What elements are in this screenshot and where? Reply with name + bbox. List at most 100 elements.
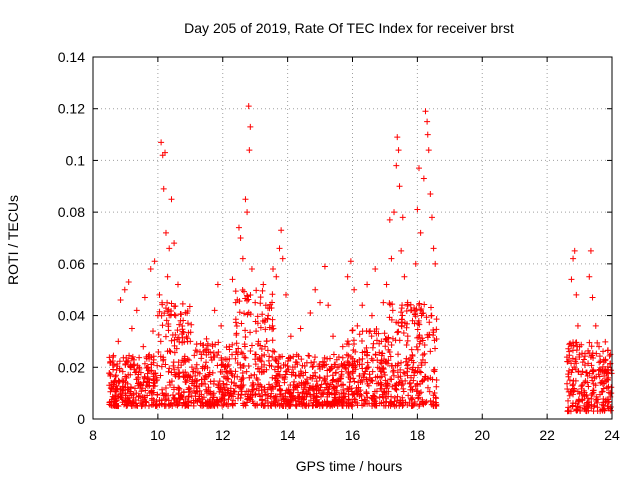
data-point <box>154 312 161 319</box>
data-point <box>220 401 227 408</box>
data-point <box>329 365 336 372</box>
data-point <box>351 341 358 348</box>
data-point <box>329 399 336 406</box>
data-point <box>269 291 276 298</box>
data-point <box>200 342 207 349</box>
data-point <box>242 196 249 203</box>
data-point <box>351 395 358 402</box>
data-point <box>168 196 175 203</box>
data-point <box>431 368 438 375</box>
data-point <box>368 377 375 384</box>
data-point <box>404 337 411 344</box>
data-point <box>173 345 180 352</box>
data-point <box>252 402 259 409</box>
data-point <box>127 390 134 397</box>
y-tick-label: 0.14 <box>58 49 85 65</box>
data-point <box>309 364 316 371</box>
data-point <box>193 378 200 385</box>
data-point <box>165 397 172 404</box>
data-point <box>182 403 189 410</box>
data-point <box>203 335 210 342</box>
data-point <box>310 363 317 370</box>
data-point <box>569 388 576 395</box>
data-point <box>150 353 157 360</box>
data-point <box>229 372 236 379</box>
data-point <box>247 292 254 299</box>
data-point <box>417 229 424 236</box>
data-point <box>157 372 164 379</box>
data-point <box>272 357 279 364</box>
data-point <box>313 392 320 399</box>
data-point <box>237 235 244 241</box>
data-point <box>236 298 243 305</box>
data-point <box>334 364 341 371</box>
data-point <box>121 286 128 293</box>
data-point <box>133 390 140 397</box>
data-point <box>137 397 144 404</box>
data-point <box>223 381 230 388</box>
data-point <box>301 400 308 407</box>
data-point <box>245 388 252 395</box>
data-point <box>399 302 406 309</box>
data-point <box>247 347 254 354</box>
data-point <box>381 389 388 396</box>
data-point <box>186 303 193 310</box>
data-point <box>168 378 175 385</box>
data-point <box>265 312 272 319</box>
data-point <box>602 366 609 373</box>
data-point <box>143 399 150 406</box>
data-point <box>155 349 162 356</box>
data-point <box>592 322 599 329</box>
data-point <box>338 390 345 397</box>
data-point <box>168 300 175 307</box>
data-point <box>283 291 290 298</box>
data-point <box>297 372 304 379</box>
data-point <box>292 359 299 366</box>
data-point <box>416 321 423 328</box>
data-point <box>194 369 201 376</box>
data-point <box>329 372 336 379</box>
data-point <box>397 400 404 407</box>
data-point <box>375 380 382 387</box>
data-point <box>177 395 184 402</box>
data-point <box>147 266 154 273</box>
data-point <box>118 394 125 401</box>
data-point <box>145 403 152 410</box>
data-point <box>175 334 182 341</box>
data-point <box>424 118 431 125</box>
data-point <box>432 345 439 352</box>
data-point <box>572 356 579 363</box>
data-point <box>415 394 422 401</box>
data-point <box>254 313 261 320</box>
data-point <box>190 402 197 409</box>
data-point <box>168 369 175 376</box>
data-point <box>334 377 341 384</box>
x-tick-label: 24 <box>604 427 620 443</box>
data-point <box>280 362 287 369</box>
data-point <box>602 338 609 345</box>
data-point <box>248 266 255 273</box>
data-point <box>433 376 440 383</box>
data-point <box>568 369 575 376</box>
data-point <box>216 378 223 385</box>
data-point <box>158 139 165 146</box>
data-point <box>301 362 308 369</box>
data-point <box>113 388 120 395</box>
data-point <box>312 383 319 390</box>
data-point <box>600 396 607 403</box>
data-point <box>275 373 282 380</box>
data-point <box>327 381 334 388</box>
data-point <box>430 332 437 339</box>
data-point <box>581 362 588 369</box>
data-point <box>247 329 254 336</box>
data-point <box>224 363 231 370</box>
data-point <box>130 356 137 363</box>
data-point <box>191 352 198 359</box>
data-point <box>212 341 219 348</box>
data-point <box>365 382 372 389</box>
data-point <box>243 368 250 375</box>
data-point <box>122 390 129 397</box>
data-point <box>569 347 576 354</box>
data-point <box>170 362 177 369</box>
data-point <box>123 401 130 408</box>
